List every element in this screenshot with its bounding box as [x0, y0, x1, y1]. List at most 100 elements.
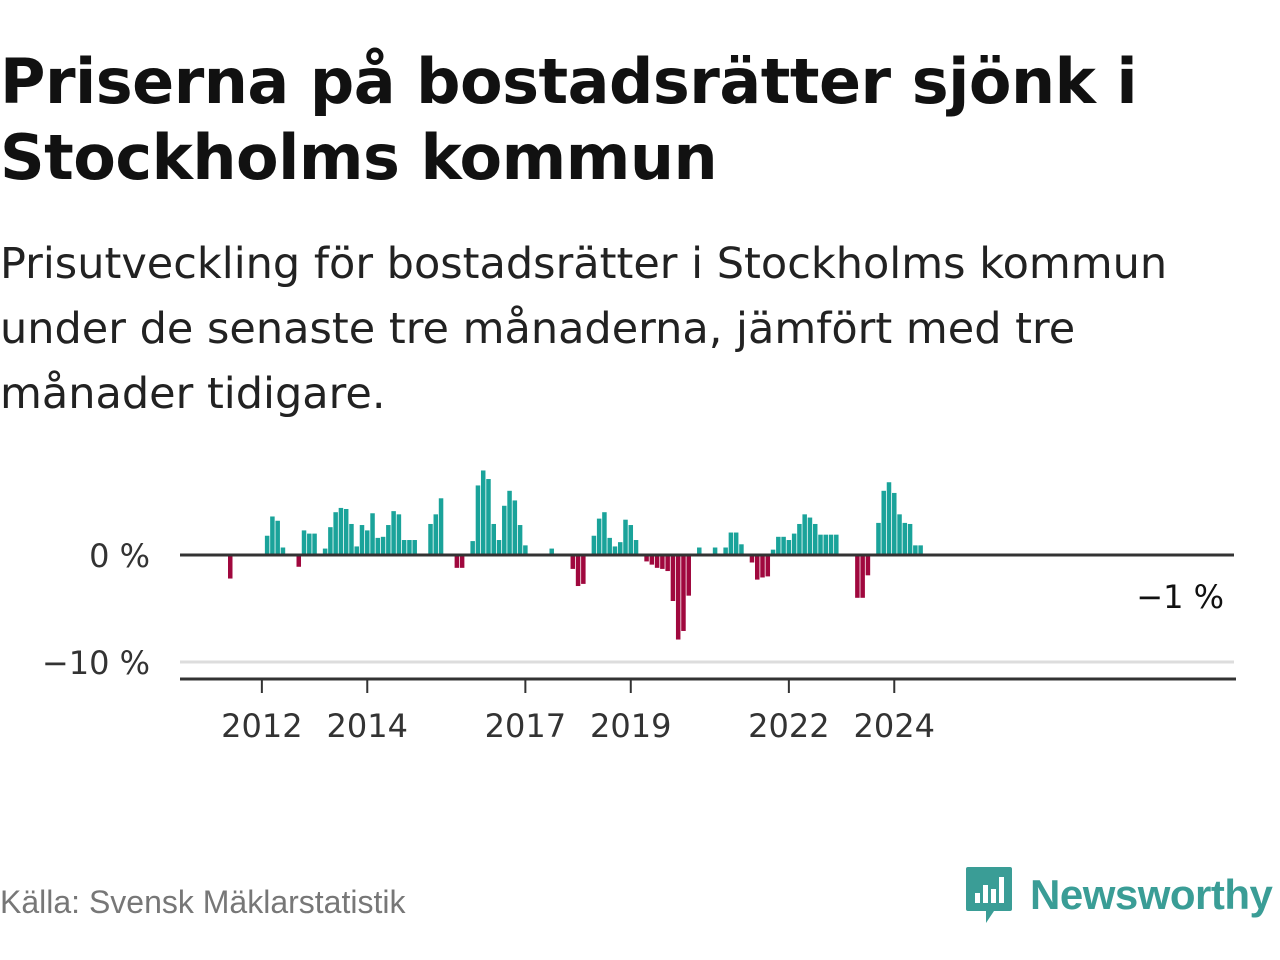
bar [860, 555, 865, 598]
axis-labels: 0 % −10 % 2012 2014 2017 2019 2022 2024 −1 % [42, 537, 1224, 745]
bar [228, 555, 233, 579]
bar [328, 527, 333, 555]
bar [781, 536, 786, 555]
bar [375, 537, 381, 555]
bar [307, 533, 312, 555]
bar [391, 511, 396, 555]
brand-name: Newsworthy [1030, 871, 1273, 918]
bar [681, 555, 686, 631]
newsworthy-logo-icon [966, 867, 1012, 923]
bar [359, 525, 365, 555]
bar [686, 555, 691, 596]
bar [412, 540, 417, 555]
bar [886, 482, 892, 555]
bar [755, 555, 760, 580]
bar [628, 525, 634, 555]
bar [475, 485, 481, 555]
bar [760, 555, 765, 578]
bar [776, 536, 781, 555]
axes [180, 553, 1236, 693]
bar [712, 547, 718, 555]
x-tick-label: 2022 [748, 707, 829, 745]
x-tick-label: 2017 [485, 707, 566, 745]
bar [570, 555, 576, 569]
bar [907, 523, 913, 555]
bar [802, 514, 807, 555]
bar [797, 523, 802, 555]
bar [697, 547, 702, 555]
bar [407, 540, 412, 555]
bar [459, 555, 465, 568]
bar [733, 532, 739, 555]
bar [749, 555, 755, 563]
bar [902, 522, 908, 555]
bar [280, 547, 286, 555]
bar [507, 490, 512, 555]
y-tick-label: 0 % [89, 537, 150, 575]
bar [670, 555, 676, 602]
bar [517, 525, 523, 555]
x-tick-label: 2019 [590, 707, 671, 745]
bar [812, 523, 818, 555]
bar [380, 536, 386, 555]
bar [343, 508, 349, 555]
bar [349, 523, 354, 555]
bar [401, 540, 407, 555]
bar [823, 534, 829, 555]
bar [581, 555, 586, 584]
bar [354, 546, 359, 555]
bar [396, 514, 402, 555]
bar [660, 555, 665, 569]
bar [502, 505, 507, 555]
bar [855, 555, 860, 598]
x-tick-label: 2024 [854, 707, 935, 745]
chart-subtitle: Prisutveckling för bostadsrätter i Stock… [0, 239, 1168, 419]
x-tick-label: 2012 [221, 707, 302, 745]
bar [665, 555, 670, 572]
bar [897, 514, 902, 555]
bar [333, 512, 338, 555]
bar [607, 537, 612, 555]
bar [602, 512, 607, 555]
y-tick-label: −10 % [42, 644, 150, 682]
source-note: Källa: Svensk Mäklarstatistik [0, 884, 406, 920]
bar [454, 555, 460, 568]
bar [818, 534, 823, 555]
brand-logo[interactable]: Newsworthy [964, 864, 1273, 926]
bar [828, 534, 834, 555]
bar [296, 555, 302, 567]
bar [612, 546, 618, 555]
bar [365, 530, 370, 555]
bar [433, 514, 439, 555]
bar [807, 517, 813, 555]
bar [312, 533, 317, 555]
bar [438, 498, 444, 555]
bar [512, 500, 518, 555]
bar [275, 520, 280, 555]
bar [633, 540, 639, 555]
bar [739, 544, 744, 555]
bar [649, 555, 655, 565]
bar [264, 535, 270, 555]
bar [428, 523, 433, 555]
bar [770, 549, 776, 555]
bars [228, 470, 923, 640]
bar [876, 522, 881, 555]
bar [496, 540, 502, 555]
bar [370, 513, 375, 555]
bar [786, 540, 792, 555]
bar-chart: 0 % −10 % 2012 2014 2017 2019 2022 2024 −1 % [42, 470, 1236, 745]
x-tick-label: 2014 [327, 707, 408, 745]
bar [881, 490, 886, 555]
bar [728, 532, 734, 555]
bar [623, 519, 628, 555]
bar [270, 516, 275, 555]
bar [386, 525, 391, 555]
bar [765, 555, 771, 577]
chart-title: Priserna på bostadsrätter sjönk i Stockh… [0, 45, 1138, 194]
bar [654, 555, 660, 568]
bar [834, 534, 839, 555]
bar [918, 545, 923, 555]
bar [322, 548, 328, 555]
bar [865, 555, 871, 576]
